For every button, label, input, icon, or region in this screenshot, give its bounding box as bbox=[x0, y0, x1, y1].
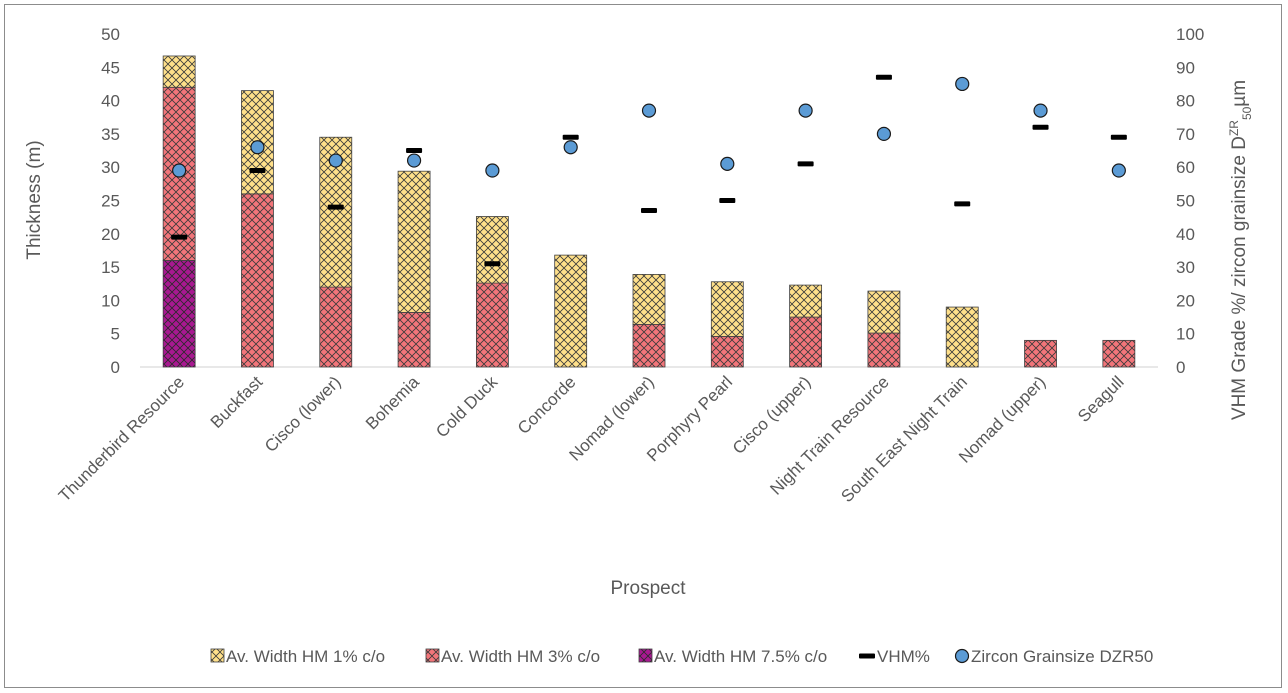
legend-label: Av. Width HM 7.5% c/o bbox=[654, 647, 827, 666]
y-tick-label: 25 bbox=[101, 192, 120, 211]
vhm-marker bbox=[1032, 124, 1049, 130]
legend-label: Av. Width HM 1% c/o bbox=[226, 647, 385, 666]
category-label: Seagull bbox=[1074, 372, 1128, 426]
vhm-marker bbox=[719, 198, 736, 203]
category-label: South East Night Train bbox=[837, 372, 971, 506]
zircon-markers-layer bbox=[172, 76, 1126, 178]
bar-segment bbox=[397, 311, 431, 368]
right-axis-ticks: 0 10 20 30 40 50 60 70 80 90 100 bbox=[1176, 25, 1204, 377]
vhm-marker bbox=[797, 161, 814, 167]
bar-segment bbox=[945, 306, 979, 368]
y-tick-label: 20 bbox=[101, 225, 120, 244]
vhm-marker bbox=[327, 204, 344, 210]
vhm-marker bbox=[484, 261, 501, 267]
vhm-marker bbox=[171, 234, 188, 240]
legend-label: VHM% bbox=[877, 647, 930, 666]
vhm-marker bbox=[562, 134, 579, 140]
y-tick-label: 15 bbox=[101, 258, 120, 277]
y-tick-label: 30 bbox=[101, 158, 120, 177]
y-tick-label: 0 bbox=[111, 358, 120, 377]
y2-tick-label: 0 bbox=[1176, 358, 1185, 377]
vhm-marker bbox=[1110, 134, 1127, 140]
vhm-marker bbox=[406, 148, 423, 154]
bar-segment bbox=[1024, 339, 1057, 368]
y2-tick-label: 60 bbox=[1176, 158, 1195, 177]
y2-tick-label: 80 bbox=[1176, 92, 1195, 111]
category-label: Buckfast bbox=[207, 372, 267, 432]
bar-segment bbox=[475, 216, 509, 284]
zircon-point bbox=[1033, 103, 1048, 118]
bar-segment bbox=[475, 282, 509, 368]
category-label: Cisco (lower) bbox=[261, 372, 345, 456]
bar-segment bbox=[867, 332, 901, 368]
vhm-marker bbox=[641, 207, 657, 213]
y-tick-label: 45 bbox=[101, 58, 120, 77]
zircon-point bbox=[798, 103, 813, 118]
y2-tick-label: 100 bbox=[1176, 25, 1204, 44]
category-label: Cold Duck bbox=[432, 372, 501, 441]
vhm-markers-layer bbox=[171, 74, 1127, 267]
legend: Av. Width HM 1% c/o Av. Width HM 3% c/o Av… bbox=[210, 647, 1153, 666]
bar-segment bbox=[789, 284, 823, 318]
legend-label: Zircon Grainsize DZR50 bbox=[971, 647, 1153, 666]
y-tick-label: 35 bbox=[101, 125, 120, 144]
left-axis-ticks: 0 5 10 15 20 25 30 35 40 45 50 bbox=[101, 25, 120, 377]
y2-tick-label: 40 bbox=[1176, 225, 1195, 244]
legend-swatch bbox=[638, 648, 653, 663]
x-axis-title: Prospect bbox=[611, 578, 687, 599]
bar-segment bbox=[162, 260, 196, 368]
bar-segment bbox=[162, 55, 196, 88]
y2-tick-label: 50 bbox=[1176, 192, 1195, 211]
bar-segment bbox=[710, 281, 744, 337]
y-tick-label: 50 bbox=[101, 25, 120, 44]
y2-tick-label: 90 bbox=[1176, 58, 1195, 77]
zircon-point bbox=[328, 153, 343, 168]
bar-segment bbox=[632, 323, 666, 368]
zircon-point bbox=[250, 140, 265, 155]
bar-segment bbox=[554, 254, 588, 368]
y2-tick-label: 20 bbox=[1176, 291, 1195, 310]
bar-segment bbox=[397, 170, 431, 313]
zircon-point bbox=[641, 103, 657, 118]
zircon-point bbox=[1111, 163, 1126, 178]
y2-tick-label: 30 bbox=[1176, 258, 1195, 277]
legend-swatch bbox=[210, 648, 225, 663]
y-tick-label: 40 bbox=[101, 92, 120, 111]
zircon-point bbox=[563, 140, 578, 155]
zircon-point bbox=[406, 153, 422, 168]
y2-tick-label: 70 bbox=[1176, 125, 1195, 144]
category-label: Bohemia bbox=[362, 372, 423, 433]
y-tick-label: 5 bbox=[111, 325, 120, 344]
bar-segment bbox=[241, 193, 274, 368]
y-tick-label: 10 bbox=[101, 291, 120, 310]
zircon-point bbox=[720, 156, 735, 171]
vhm-marker bbox=[954, 201, 971, 207]
bar-segment bbox=[789, 316, 823, 368]
zircon-point bbox=[955, 76, 970, 92]
zircon-point bbox=[172, 163, 187, 178]
vhm-marker bbox=[249, 168, 266, 174]
legend-swatch bbox=[859, 653, 875, 659]
legend-swatch bbox=[425, 648, 440, 663]
category-label: Concorde bbox=[514, 372, 580, 438]
category-label: Thunderbird Resource bbox=[55, 372, 188, 505]
bar-segment bbox=[867, 290, 901, 334]
zircon-point bbox=[485, 163, 500, 178]
y-axis-title: Thickness (m) bbox=[24, 140, 45, 259]
bar-segment bbox=[1102, 339, 1136, 368]
bar-segment bbox=[319, 286, 353, 368]
category-label: Cisco (upper) bbox=[729, 372, 815, 458]
y2-tick-label: 10 bbox=[1176, 325, 1195, 344]
y2-axis-title: VHM Grade %/ zircon grainsize DZR50µm bbox=[1227, 80, 1254, 420]
legend-swatch bbox=[954, 648, 970, 664]
bar-segment bbox=[710, 335, 744, 368]
zircon-point bbox=[876, 126, 892, 141]
bar-segment bbox=[632, 274, 666, 325]
vhm-marker bbox=[875, 74, 892, 80]
legend-label: Av. Width HM 3% c/o bbox=[441, 647, 600, 666]
